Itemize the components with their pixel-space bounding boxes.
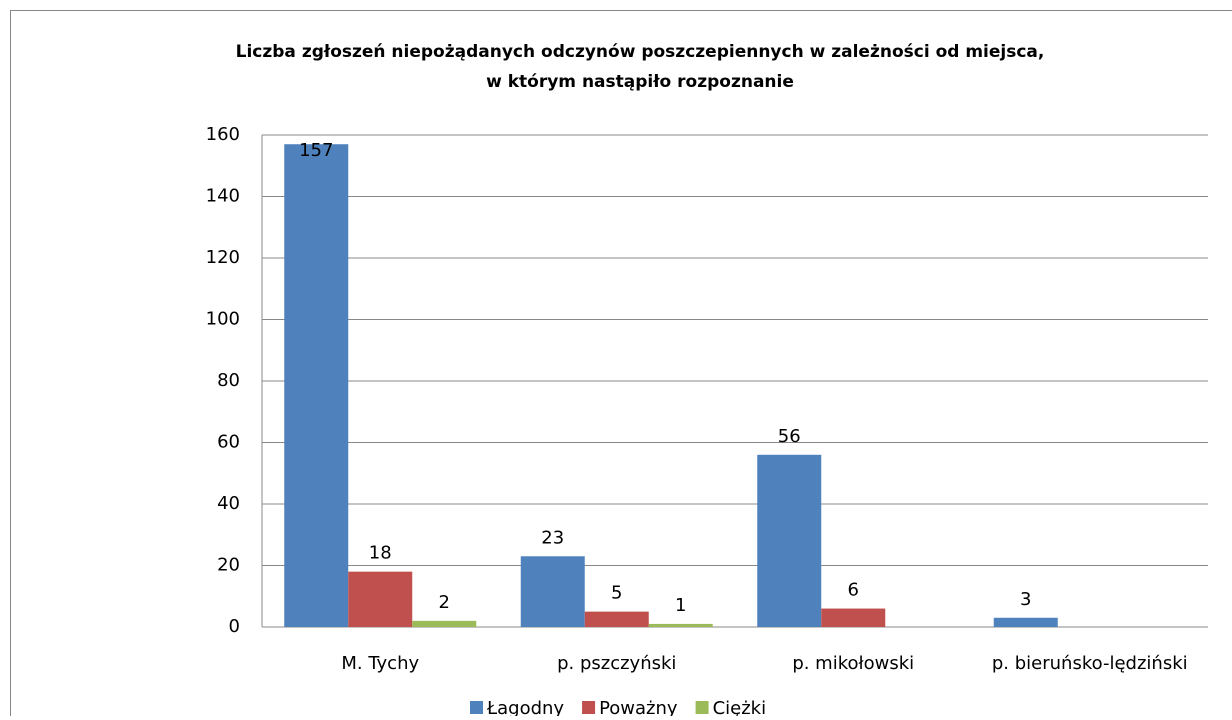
data-label: 23	[541, 527, 564, 548]
data-label: 5	[611, 583, 622, 604]
data-label: 157	[299, 140, 333, 161]
bar	[994, 618, 1058, 627]
bar	[585, 612, 649, 627]
bar	[649, 624, 713, 627]
x-tick-label: p. mikołowski	[792, 653, 914, 674]
legend-swatch	[582, 701, 595, 714]
data-label: 3	[1020, 589, 1031, 610]
legend-label: Łagodny	[486, 698, 564, 716]
y-tick-label: 120	[206, 247, 240, 268]
x-tick-label: p. pszczyński	[557, 653, 676, 674]
y-tick-label: 160	[206, 124, 240, 145]
legend-label: Ciężki	[713, 698, 767, 716]
y-tick-label: 80	[217, 370, 240, 391]
data-label: 56	[778, 426, 801, 447]
x-tick-label: p. bieruńsko-lędziński	[992, 653, 1188, 674]
bar	[521, 556, 585, 627]
legend-swatch	[696, 701, 709, 714]
data-label: 2	[439, 592, 450, 613]
chart-title: w którym nastąpiło rozpoznanie	[486, 72, 794, 92]
y-tick-label: 100	[206, 309, 240, 330]
chart-border	[11, 11, 1232, 717]
legend-label: Poważny	[599, 698, 678, 716]
bar	[284, 144, 348, 627]
y-tick-label: 0	[229, 616, 240, 637]
data-label: 18	[369, 543, 392, 564]
y-tick-label: 20	[217, 555, 240, 576]
data-label: 6	[848, 580, 859, 601]
bar	[348, 572, 412, 627]
chart-title: Liczba zgłoszeń niepożądanych odczynów p…	[236, 42, 1045, 62]
x-tick-label: M. Tychy	[341, 653, 419, 674]
bar	[757, 455, 821, 627]
legend-swatch	[470, 701, 483, 714]
y-tick-label: 40	[217, 493, 240, 514]
y-tick-label: 140	[206, 186, 240, 207]
bar	[412, 621, 476, 627]
bar	[821, 609, 885, 627]
data-label: 1	[675, 595, 686, 616]
y-tick-label: 60	[217, 432, 240, 453]
